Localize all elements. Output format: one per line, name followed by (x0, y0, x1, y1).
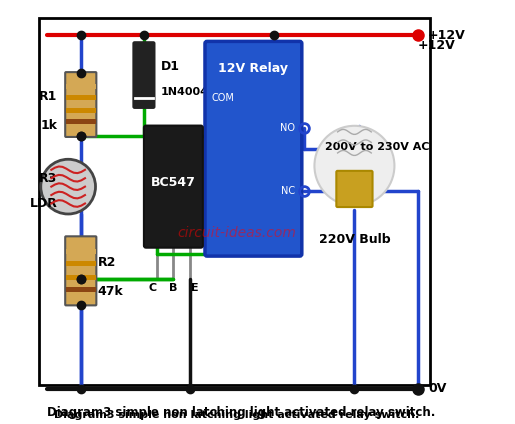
FancyBboxPatch shape (66, 119, 95, 124)
FancyBboxPatch shape (66, 95, 95, 100)
Text: R2: R2 (98, 256, 116, 269)
FancyBboxPatch shape (66, 108, 95, 113)
Text: 1k: 1k (41, 119, 58, 132)
Text: 1N4004: 1N4004 (161, 87, 209, 97)
Circle shape (41, 159, 95, 214)
FancyBboxPatch shape (66, 261, 95, 266)
Text: 220V Bulb: 220V Bulb (319, 233, 390, 246)
Text: 12V Relay: 12V Relay (218, 62, 288, 75)
Text: R1: R1 (39, 89, 58, 103)
FancyBboxPatch shape (336, 171, 372, 207)
Text: Diagram3 simple non latching light activated relay switch.: Diagram3 simple non latching light activ… (47, 406, 436, 418)
FancyBboxPatch shape (66, 275, 95, 280)
Text: LDR: LDR (30, 197, 58, 210)
FancyBboxPatch shape (66, 84, 95, 89)
Text: NO: NO (281, 123, 296, 133)
Text: circuit-ideas.com: circuit-ideas.com (177, 226, 296, 240)
Text: C: C (148, 284, 157, 293)
Text: +12V: +12V (418, 39, 455, 52)
Text: Q1: Q1 (211, 209, 231, 223)
FancyBboxPatch shape (65, 72, 96, 137)
Text: B: B (169, 284, 178, 293)
Text: 47k: 47k (98, 285, 124, 298)
FancyBboxPatch shape (66, 287, 95, 292)
Text: COM: COM (211, 93, 234, 103)
Text: R3: R3 (39, 172, 58, 185)
FancyBboxPatch shape (133, 42, 154, 108)
Text: +12V: +12V (428, 28, 466, 42)
Circle shape (315, 126, 394, 206)
Text: BC547: BC547 (151, 176, 196, 189)
Text: BC547: BC547 (211, 235, 256, 248)
Text: E: E (191, 284, 198, 293)
Text: NC: NC (281, 186, 296, 196)
Bar (39, 18, 430, 385)
FancyBboxPatch shape (144, 126, 203, 248)
Text: 0V: 0V (428, 382, 447, 395)
Text: 200V to 230V AC: 200V to 230V AC (325, 142, 430, 152)
Text: Diagram3 simple non latching light activated relay switch.: Diagram3 simple non latching light activ… (54, 410, 419, 420)
FancyBboxPatch shape (65, 236, 96, 305)
Text: D1: D1 (161, 60, 180, 73)
FancyBboxPatch shape (66, 249, 95, 254)
FancyBboxPatch shape (205, 42, 302, 256)
